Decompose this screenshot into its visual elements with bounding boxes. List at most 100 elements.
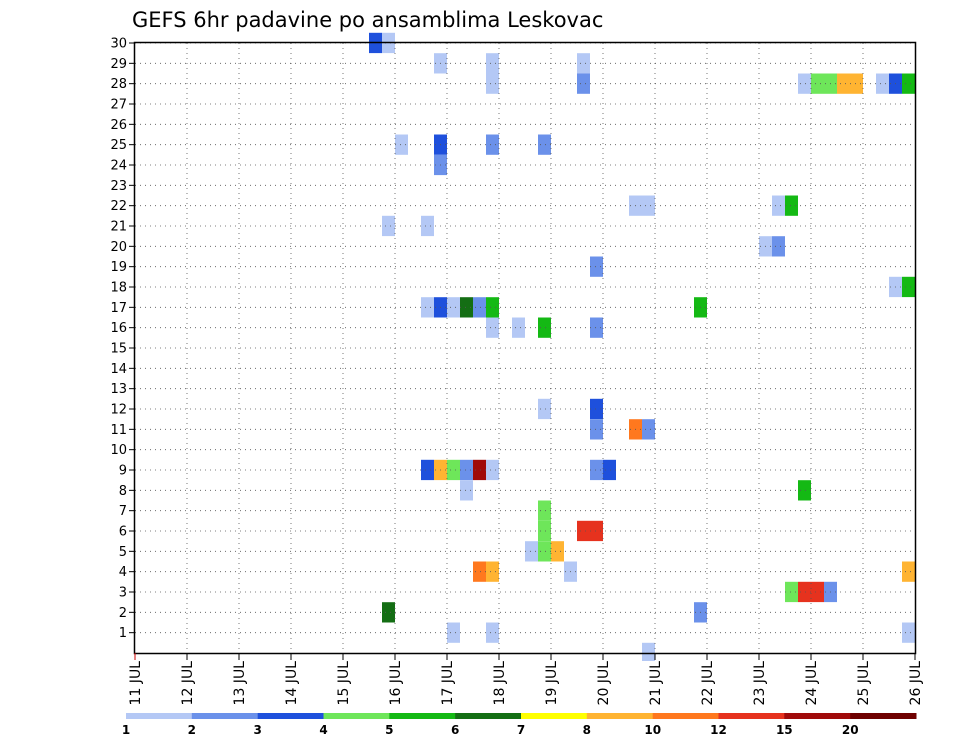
heatmap-cell — [486, 53, 499, 74]
heatmap-cell — [590, 317, 603, 338]
heatmap-cell — [512, 317, 525, 338]
y-tick-label: 1 — [119, 626, 127, 641]
heatmap-cell — [460, 459, 473, 481]
heatmap-cell — [473, 459, 486, 481]
heatmap-cell — [460, 297, 473, 318]
legend-label: 7 — [517, 723, 525, 737]
heatmap-cell — [772, 195, 785, 216]
heatmap-cell — [447, 459, 460, 481]
heatmap-cell — [811, 73, 824, 94]
y-tick-label: 5 — [119, 545, 127, 560]
x-axis: 11 JUL 12 JUL 13 JUL 14 JUL 15 JUL 16 JUL 17 J… — [128, 653, 924, 705]
x-tick-label: 26 JUL — [908, 661, 924, 706]
heatmap-cell — [382, 215, 395, 237]
y-tick-label: 27 — [110, 98, 127, 113]
heatmap-cell — [590, 419, 603, 440]
legend-swatch — [850, 713, 917, 719]
x-tick-label: 18 JUL — [492, 661, 508, 706]
heatmap-cell — [447, 622, 460, 643]
heatmap-cell — [473, 297, 486, 318]
cells-layer — [369, 32, 915, 661]
heatmap-cell — [577, 53, 590, 74]
heatmap-cell — [525, 541, 538, 562]
legend-swatch — [652, 713, 719, 719]
legend-swatch — [455, 713, 522, 719]
y-tick-label: 28 — [110, 77, 127, 92]
heatmap-cell — [538, 500, 551, 521]
x-tick-label: 12 JUL — [180, 661, 196, 706]
heatmap-cell — [603, 459, 616, 481]
heatmap-cell — [785, 195, 798, 216]
heatmap-cell — [538, 520, 551, 542]
chart-title: GEFS 6hr padavine po ansamblima Leskovac — [132, 8, 603, 32]
heatmap-cell — [382, 602, 395, 623]
heatmap-cell — [590, 256, 603, 277]
heatmap-cell — [798, 581, 811, 603]
x-tick-label: 11 JUL — [128, 661, 144, 706]
legend-label: 6 — [451, 723, 459, 737]
y-tick-label: 24 — [110, 159, 127, 174]
legend-swatch — [586, 713, 654, 719]
y-tick-label: 25 — [110, 138, 127, 153]
x-tick-label: 23 JUL — [752, 661, 768, 706]
heatmap-cell — [876, 73, 889, 94]
y-tick-label: 15 — [110, 342, 127, 357]
heatmap-cell — [486, 561, 499, 582]
legend-swatch — [323, 713, 390, 719]
heatmap-cell — [538, 317, 551, 338]
y-tick-label: 6 — [119, 525, 127, 540]
grid-layer — [135, 42, 915, 653]
heatmap-cell — [577, 73, 590, 94]
y-tick-label: 21 — [110, 220, 127, 235]
legend-swatch — [784, 713, 851, 719]
legend-label: 12 — [710, 723, 727, 737]
legend-label: 5 — [385, 723, 393, 737]
legend-swatch — [389, 713, 456, 719]
heatmap-cell — [642, 419, 655, 440]
y-tick-label: 20 — [110, 240, 127, 255]
x-tick-label: 25 JUL — [856, 661, 872, 706]
heatmap-cell — [538, 541, 551, 562]
heatmap-cell — [395, 134, 408, 155]
heatmap-cell — [850, 73, 863, 94]
legend-swatch — [521, 713, 588, 719]
y-tick-label: 23 — [110, 179, 127, 194]
y-tick-label: 18 — [110, 281, 127, 296]
heatmap-cell — [421, 297, 434, 318]
x-tick-label: 15 JUL — [336, 661, 352, 706]
heatmap-cell — [837, 73, 850, 94]
legend-label: 4 — [319, 723, 327, 737]
heatmap-cell — [486, 73, 499, 94]
y-tick-label: 2 — [119, 606, 127, 621]
x-tick-label: 20 JUL — [596, 661, 612, 706]
legend-swatch — [718, 713, 785, 719]
heatmap-cell — [538, 398, 551, 420]
y-tick-label: 12 — [110, 403, 127, 418]
legend-label: 15 — [776, 723, 793, 737]
heatmap-cell — [590, 520, 603, 542]
heatmap-cell — [460, 480, 473, 501]
heatmap-cell — [538, 134, 551, 155]
heatmap-cell — [486, 134, 499, 155]
legend-swatch — [257, 713, 324, 719]
legend: 1 2 3 4 5 6 7 8 10 12 15 20 — [122, 713, 917, 737]
heatmap-cell — [421, 459, 434, 481]
legend-swatch — [191, 713, 259, 719]
heatmap-cell — [486, 317, 499, 338]
heatmap-cell — [642, 642, 655, 661]
y-axis: 1234567891011121314151617181920212223242… — [110, 37, 135, 641]
y-tick-label: 26 — [110, 118, 127, 133]
heatmap-cell — [447, 297, 460, 318]
heatmap-cell — [473, 561, 486, 582]
x-tick-label: 19 JUL — [544, 661, 560, 706]
heatmap-cell — [551, 541, 564, 562]
legend-label: 3 — [254, 723, 262, 737]
heatmap-cell — [421, 215, 434, 237]
y-tick-label: 16 — [110, 321, 127, 336]
heatmap-cell — [902, 622, 915, 643]
heatmap-cell — [902, 561, 915, 582]
heatmap-cell — [902, 276, 915, 298]
x-tick-label: 13 JUL — [232, 661, 248, 706]
heatmap-cell — [902, 73, 915, 94]
